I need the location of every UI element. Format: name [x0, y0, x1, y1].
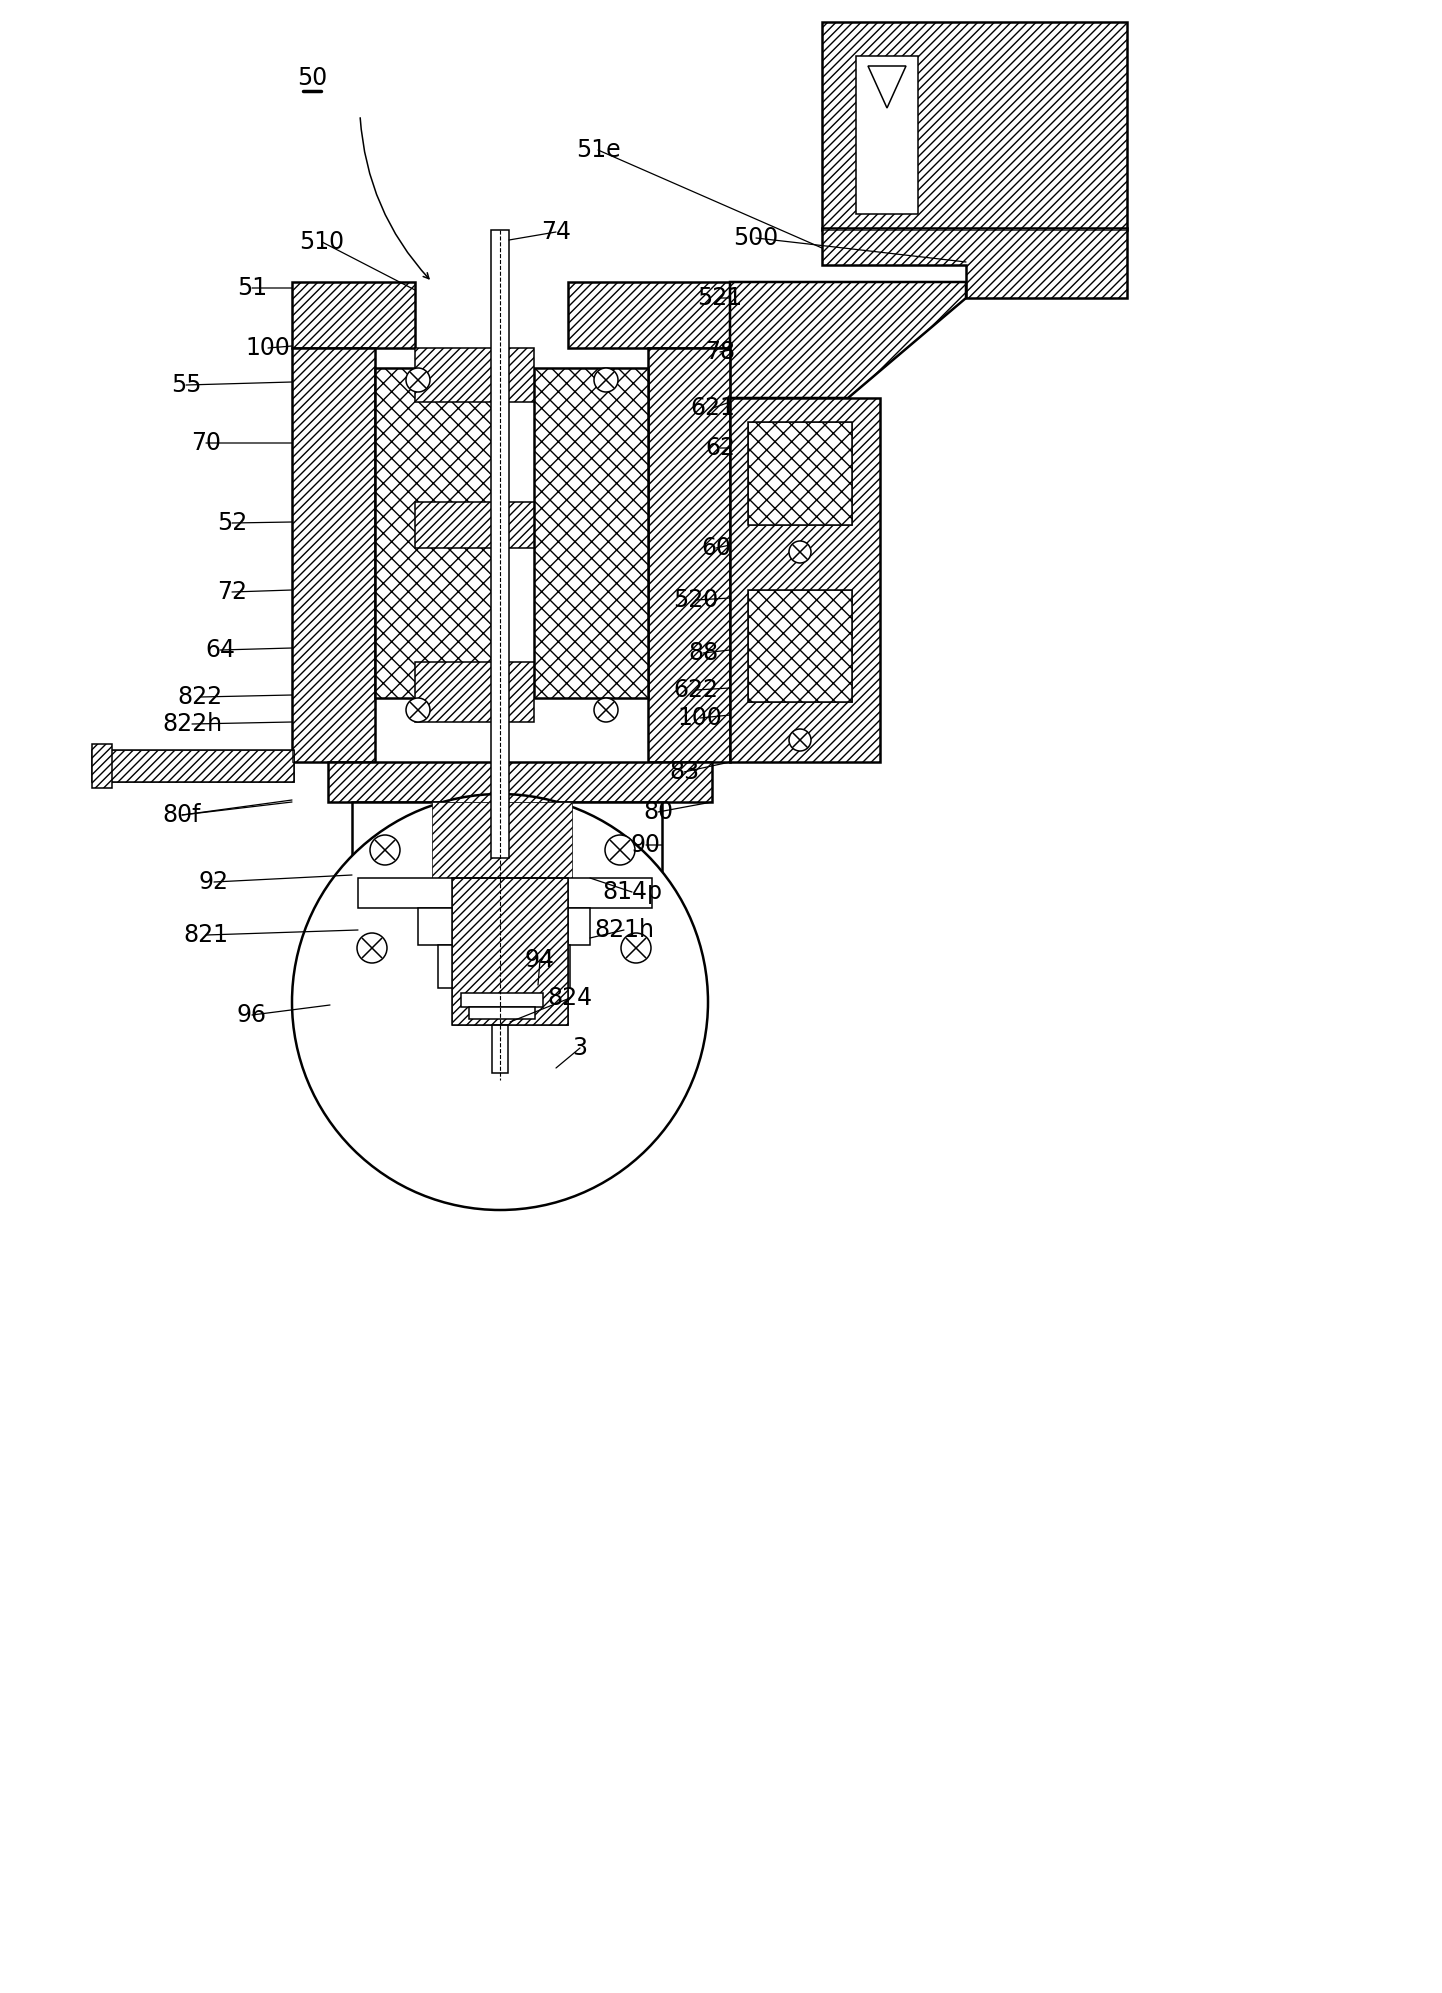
- Text: 92: 92: [199, 871, 229, 895]
- Text: 520: 520: [673, 588, 718, 612]
- Circle shape: [407, 369, 430, 393]
- Polygon shape: [418, 909, 590, 945]
- Polygon shape: [352, 801, 662, 879]
- Text: 821h: 821h: [594, 919, 655, 943]
- Polygon shape: [433, 801, 572, 879]
- Bar: [857, 56, 919, 213]
- Circle shape: [606, 835, 634, 865]
- Bar: [461, 993, 544, 1006]
- Text: 96: 96: [236, 1002, 267, 1026]
- Text: 78: 78: [705, 341, 735, 365]
- Text: 521: 521: [698, 287, 743, 311]
- Text: 90: 90: [632, 833, 660, 857]
- Polygon shape: [748, 423, 852, 524]
- Circle shape: [622, 933, 650, 963]
- Bar: [469, 1006, 535, 1018]
- Bar: [92, 749, 294, 781]
- Text: 62: 62: [705, 436, 735, 460]
- Bar: [492, 1024, 508, 1072]
- Text: 55: 55: [170, 373, 202, 397]
- Polygon shape: [822, 227, 1128, 299]
- Polygon shape: [415, 662, 534, 721]
- Polygon shape: [534, 369, 647, 698]
- Text: 822: 822: [177, 686, 222, 710]
- Text: 50: 50: [297, 66, 327, 90]
- Polygon shape: [375, 369, 500, 698]
- Text: 100: 100: [245, 337, 290, 361]
- Text: 500: 500: [734, 225, 779, 249]
- Circle shape: [789, 729, 810, 751]
- Polygon shape: [415, 349, 534, 403]
- Polygon shape: [730, 399, 880, 761]
- Text: 94: 94: [525, 949, 555, 973]
- Text: 621: 621: [691, 397, 735, 421]
- Text: 622: 622: [673, 678, 718, 702]
- Bar: [490, 229, 509, 859]
- Text: 60: 60: [701, 536, 731, 560]
- Text: 814p: 814p: [601, 881, 662, 905]
- Polygon shape: [730, 281, 966, 399]
- Circle shape: [594, 369, 619, 393]
- Circle shape: [291, 793, 708, 1210]
- Text: 72: 72: [216, 580, 247, 604]
- Text: 3: 3: [572, 1036, 587, 1060]
- Text: 100: 100: [678, 706, 722, 729]
- Text: 824: 824: [548, 987, 593, 1010]
- Text: 52: 52: [216, 510, 247, 534]
- Polygon shape: [868, 66, 906, 108]
- Text: 510: 510: [300, 229, 345, 253]
- Polygon shape: [647, 349, 730, 761]
- Bar: [822, 22, 1128, 229]
- Text: 822h: 822h: [162, 712, 222, 735]
- Text: 51e: 51e: [575, 138, 620, 161]
- Text: 80f: 80f: [163, 803, 202, 827]
- Text: 83: 83: [669, 759, 699, 783]
- Circle shape: [594, 698, 619, 721]
- Circle shape: [358, 933, 386, 963]
- Bar: [822, 22, 1128, 229]
- Polygon shape: [438, 945, 570, 989]
- Text: 821: 821: [183, 923, 228, 947]
- Circle shape: [407, 698, 430, 721]
- Polygon shape: [451, 879, 568, 1024]
- Text: 74: 74: [541, 219, 571, 243]
- Polygon shape: [92, 743, 112, 787]
- Circle shape: [789, 540, 810, 562]
- Circle shape: [371, 835, 399, 865]
- Text: 80: 80: [643, 799, 673, 823]
- Polygon shape: [358, 879, 652, 909]
- Polygon shape: [415, 502, 534, 548]
- Polygon shape: [748, 590, 852, 702]
- Polygon shape: [291, 281, 415, 349]
- Text: 51: 51: [236, 275, 267, 301]
- Polygon shape: [291, 349, 375, 761]
- Text: 64: 64: [205, 638, 235, 662]
- Bar: [92, 749, 294, 781]
- Text: 70: 70: [190, 430, 221, 454]
- Text: 88: 88: [688, 642, 718, 666]
- Polygon shape: [568, 281, 730, 349]
- Polygon shape: [327, 761, 712, 801]
